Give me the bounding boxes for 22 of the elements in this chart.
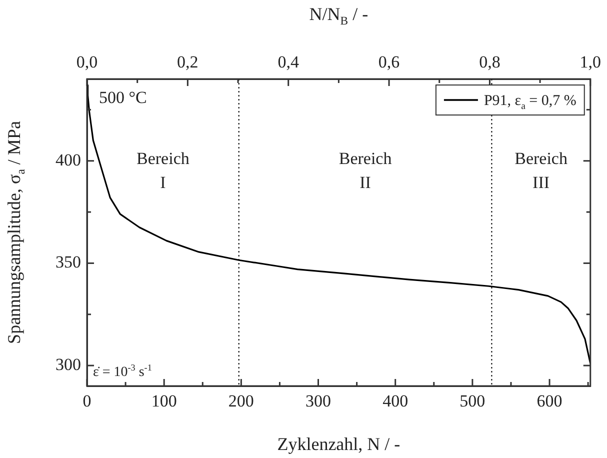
x2-tick-label: 0,0 [76, 52, 98, 72]
y-tick-label: 400 [56, 150, 81, 170]
x2-tick-label: 1,0 [580, 52, 601, 72]
x-tick-label: 500 [460, 392, 486, 411]
annotation: Bereich III [514, 149, 568, 192]
x-tick-label: 400 [382, 392, 408, 411]
x-tick-label: 200 [228, 392, 254, 411]
x-tick-label: 300 [306, 392, 332, 411]
y-axis-title: Spannungsamplitude, σa / MPa [4, 121, 28, 344]
annotation: Bereich I [136, 149, 190, 192]
x-tick-label: 600 [536, 392, 562, 411]
y-tick-label: 350 [56, 252, 81, 272]
x2-tick-label: 0,4 [278, 52, 300, 72]
x-axis-title: Zyklenzahl, N / - [277, 434, 400, 454]
x2-tick-label: 0,2 [177, 52, 198, 72]
x2-tick-label: 0,6 [378, 52, 400, 72]
x2-tick-label: 0,8 [479, 52, 500, 72]
x-tick-label: 100 [151, 392, 177, 411]
x-tick-label: 0 [82, 392, 92, 411]
annotation: 500 °C [99, 88, 147, 107]
y-tick-label: 300 [56, 355, 81, 374]
annotation: Bereich II [338, 149, 392, 192]
